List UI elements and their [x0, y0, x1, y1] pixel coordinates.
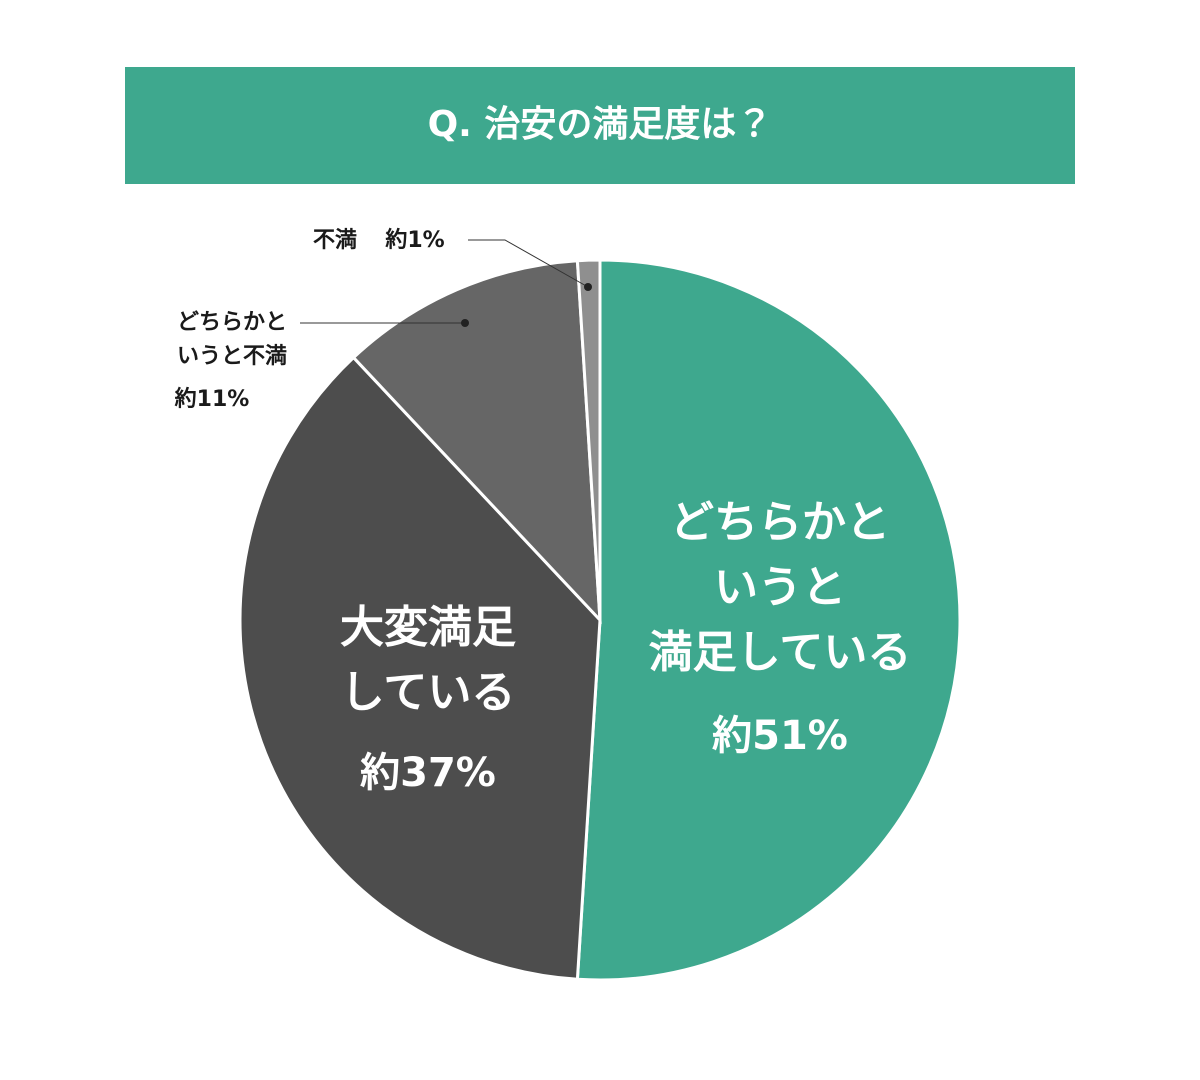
slice-label: どちらかと: [670, 497, 890, 548]
pie-slice: [351, 259, 602, 625]
pie-slice: [575, 258, 962, 982]
leader-dot: [584, 283, 592, 291]
slice-label: いうと: [714, 562, 846, 613]
value-label: 約51%: [712, 713, 848, 759]
value-label: 約11%: [174, 386, 250, 412]
slice-label: 不満: [313, 227, 357, 253]
value-label: 約37%: [360, 750, 496, 796]
value-label: 約1%: [384, 227, 444, 253]
slice-label: 満足している: [649, 627, 912, 678]
leader-line: [468, 239, 589, 288]
slice-label: どちらかと: [177, 310, 287, 335]
slice-label: している: [341, 667, 516, 718]
slice-label: 大変満足: [340, 602, 516, 653]
title-bar: [125, 67, 1075, 184]
pie-slice: [238, 355, 602, 981]
leader-dot: [461, 319, 469, 327]
slice-label: いうと不満: [177, 343, 287, 369]
pie-slice: [575, 258, 602, 621]
chart-title: Q. 治安の満足度は？: [428, 104, 773, 145]
